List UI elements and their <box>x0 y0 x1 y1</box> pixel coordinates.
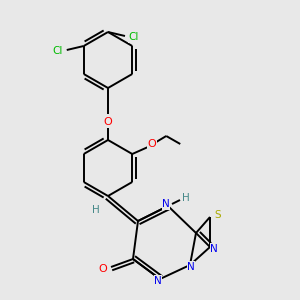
Text: Cl: Cl <box>129 32 139 42</box>
Text: O: O <box>103 117 112 127</box>
Text: H: H <box>182 193 190 203</box>
Text: N: N <box>154 276 162 286</box>
Text: O: O <box>148 139 157 149</box>
Text: N: N <box>162 199 170 209</box>
Text: S: S <box>215 210 221 220</box>
Text: Cl: Cl <box>52 46 63 56</box>
Text: N: N <box>210 244 218 254</box>
Text: H: H <box>92 205 100 215</box>
Text: O: O <box>99 264 107 274</box>
Text: N: N <box>187 262 195 272</box>
